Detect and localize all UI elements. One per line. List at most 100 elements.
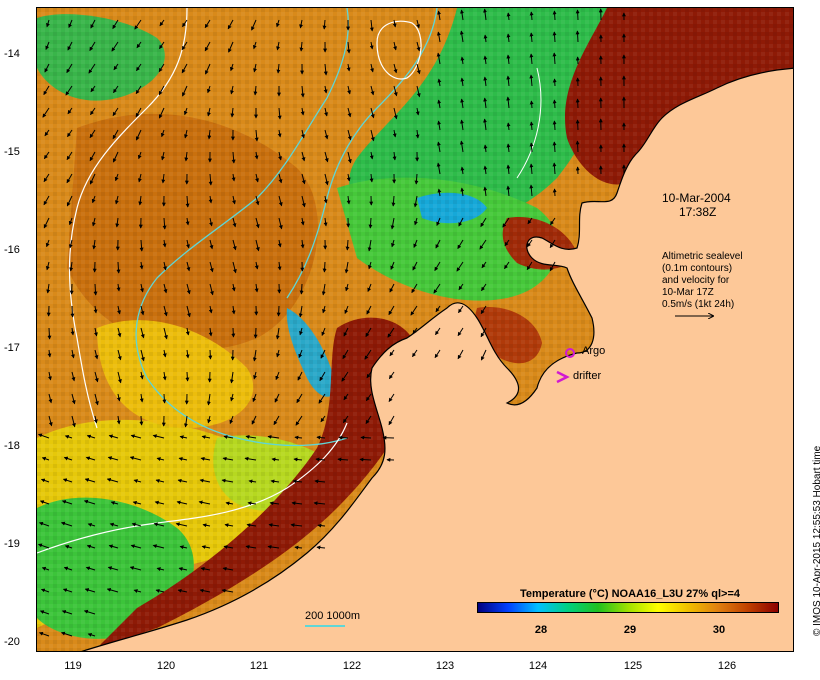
velocity-vector xyxy=(388,393,395,403)
velocity-vector xyxy=(506,12,511,21)
velocity-vector xyxy=(162,371,167,381)
velocity-vector xyxy=(68,239,73,249)
velocity-vector xyxy=(185,327,190,336)
velocity-vector xyxy=(152,544,165,549)
velocity-vector xyxy=(300,217,305,226)
velocity-vector xyxy=(209,283,214,296)
velocity-vector xyxy=(84,588,96,593)
velocity-vector xyxy=(114,195,119,205)
lon-tick-label: 126 xyxy=(717,660,737,672)
velocity-vector xyxy=(344,261,349,274)
altimetry-note-line: and velocity for xyxy=(662,275,730,286)
velocity-vector xyxy=(529,142,534,153)
velocity-vector xyxy=(347,107,352,118)
velocity-vector xyxy=(435,239,441,249)
velocity-vector xyxy=(506,164,511,175)
velocity-vector xyxy=(322,19,327,30)
velocity-vector xyxy=(225,501,234,506)
velocity-vector xyxy=(459,30,464,43)
velocity-vector xyxy=(44,129,50,137)
velocity-vector xyxy=(206,393,211,406)
velocity-vector xyxy=(231,151,236,164)
velocity-vector xyxy=(186,261,191,272)
velocity-vector xyxy=(224,523,234,528)
velocity-vector xyxy=(163,283,168,294)
velocity-vector xyxy=(111,41,119,52)
velocity-vector xyxy=(506,122,511,131)
velocity-vector xyxy=(301,173,306,185)
velocity-vector xyxy=(300,239,305,249)
velocity-vector xyxy=(222,566,234,571)
velocity-vector xyxy=(93,327,98,337)
velocity-vector xyxy=(198,500,211,505)
velocity-vector xyxy=(186,305,191,318)
velocity-vector xyxy=(274,393,280,403)
velocity-vector xyxy=(71,415,76,428)
velocity-vector xyxy=(87,632,96,637)
velocity-vector xyxy=(116,393,121,402)
velocity-vector xyxy=(252,393,257,403)
velocity-vector xyxy=(139,261,144,270)
velocity-vector xyxy=(108,544,119,549)
velocity-vector xyxy=(388,415,395,426)
velocity-vector xyxy=(416,19,421,29)
velocity-vector xyxy=(206,85,211,94)
velocity-vector xyxy=(86,434,96,439)
velocity-vector xyxy=(200,456,211,461)
velocity-vector xyxy=(71,371,76,382)
velocity-vector xyxy=(457,239,464,250)
velocity-vector xyxy=(318,393,326,404)
velocity-vector xyxy=(346,195,351,205)
velocity-vector xyxy=(483,55,488,65)
velocity-vector xyxy=(158,63,165,73)
velocity-vector xyxy=(294,545,303,550)
velocity-vector xyxy=(183,107,188,116)
lon-tick-label: 123 xyxy=(435,660,455,672)
lat-tick-label: -15 xyxy=(4,146,20,158)
velocity-vector xyxy=(139,239,144,252)
velocity-vector xyxy=(483,76,488,87)
velocity-vector xyxy=(506,33,511,43)
velocity-vector xyxy=(460,77,465,87)
velocity-vector xyxy=(297,371,303,381)
velocity-vector xyxy=(413,239,418,249)
velocity-vector xyxy=(87,522,96,527)
velocity-vector xyxy=(345,283,349,292)
lon-tick-label: 120 xyxy=(156,660,176,672)
velocity-vector xyxy=(300,85,305,98)
velocity-vector xyxy=(529,11,534,21)
velocity-vector xyxy=(163,327,168,340)
velocity-vector xyxy=(527,217,533,225)
velocity-vector xyxy=(457,349,464,360)
colorbar-title: Temperature (°C) NOAA16_L3U 27% ql>=4 xyxy=(520,588,740,600)
velocity-vector xyxy=(343,327,349,337)
velocity-vector xyxy=(112,107,119,117)
velocity-vector xyxy=(66,173,73,184)
velocity-vector xyxy=(254,283,259,293)
velocity-vector xyxy=(254,151,259,160)
velocity-vector xyxy=(70,327,75,336)
velocity-vector xyxy=(365,327,372,338)
velocity-vector xyxy=(414,217,418,226)
velocity-vector xyxy=(135,129,142,141)
velocity-vector xyxy=(275,371,280,381)
velocity-vector xyxy=(324,173,329,186)
velocity-vector xyxy=(68,217,73,226)
velocity-vector xyxy=(434,349,441,359)
velocity-vector xyxy=(156,567,165,572)
velocity-vector xyxy=(483,8,488,21)
velocity-vector xyxy=(65,85,73,96)
velocity-vector xyxy=(43,173,50,183)
velocity-vector xyxy=(246,523,257,528)
lat-tick-label: -14 xyxy=(4,48,20,60)
velocity-vector xyxy=(320,349,326,359)
velocity-vector xyxy=(412,349,418,358)
velocity-vector xyxy=(575,30,580,43)
velocity-vector xyxy=(181,41,188,51)
sealevel-contour-south xyxy=(37,422,348,554)
velocity-vector xyxy=(139,393,144,403)
velocity-vector xyxy=(435,305,441,313)
velocity-vector xyxy=(347,85,351,95)
velocity-vector xyxy=(112,129,119,140)
velocity-vector xyxy=(390,217,395,230)
